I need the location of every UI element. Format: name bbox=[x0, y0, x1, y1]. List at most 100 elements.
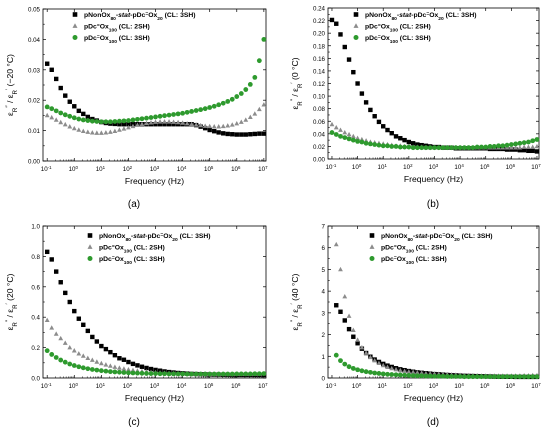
data-point-circle bbox=[112, 369, 118, 375]
x-tick-base: 10 bbox=[506, 164, 513, 171]
data-point-circle bbox=[410, 373, 416, 379]
data-point-circle bbox=[126, 370, 131, 376]
data-point-circle bbox=[444, 374, 450, 379]
chart-panel-2: 0.00 0.02 0.04 0.06 0.08 0.10 0.12 0.14 0.16 0.18… bbox=[290, 6, 542, 211]
x-tick-base: 10 bbox=[204, 383, 211, 390]
legend-label-part: pDc bbox=[381, 256, 394, 263]
data-point-circle bbox=[44, 348, 50, 354]
x-tick-label: 100 bbox=[352, 382, 362, 391]
data-point-circle bbox=[175, 111, 181, 117]
data-point-triangle bbox=[53, 117, 59, 122]
data-point-circle bbox=[367, 141, 373, 147]
data-point-circle bbox=[432, 373, 437, 379]
y-tick-label: 6 bbox=[322, 245, 326, 252]
data-point-circle bbox=[359, 139, 365, 145]
data-point-circle bbox=[423, 373, 429, 379]
x-tick-exponent: 4 bbox=[461, 163, 464, 168]
y-tick-label: 4 bbox=[322, 289, 326, 296]
x-tick-base: 10 bbox=[41, 383, 48, 390]
y-tick-label: 0.12 bbox=[313, 81, 326, 88]
legend-label-part: = bbox=[160, 233, 163, 238]
data-point-triangle bbox=[112, 128, 118, 134]
legend-label-part: - bbox=[131, 233, 133, 240]
data-point-triangle bbox=[338, 266, 343, 272]
data-point-triangle bbox=[513, 145, 519, 150]
x-tick-label: 101 bbox=[378, 382, 388, 391]
data-point-circle bbox=[144, 371, 149, 376]
data-point-circle bbox=[389, 372, 395, 377]
data-point-circle bbox=[376, 142, 382, 148]
x-tick-label: 106 bbox=[231, 165, 241, 174]
data-point-square bbox=[521, 147, 527, 153]
legend-label-part: -pDc bbox=[411, 12, 426, 19]
y-axis-label-part: R bbox=[297, 83, 304, 88]
data-point-circle bbox=[117, 118, 122, 124]
legend-label-part: (CL: 3SH) bbox=[132, 256, 165, 263]
data-point-circle bbox=[397, 372, 403, 378]
legend-label-part: = bbox=[394, 244, 397, 249]
data-point-square bbox=[372, 114, 377, 119]
data-point-triangle bbox=[202, 123, 208, 128]
x-tick-base: 10 bbox=[326, 164, 333, 171]
data-point-triangle bbox=[393, 366, 399, 372]
data-point-circle bbox=[406, 372, 412, 378]
y-tick-label: 0.01 bbox=[28, 128, 41, 135]
data-point-circle bbox=[202, 371, 208, 377]
data-point-circle bbox=[98, 119, 104, 125]
y-tick-label: 0.00 bbox=[313, 157, 326, 164]
y-axis-label: εR″ / εR′ (−20 °C) bbox=[5, 54, 19, 116]
legend: pNonOx80-stat-pDc=Ox20 (CL: 3SH)pDc=Ox10… bbox=[369, 233, 493, 266]
x-tick-exponent: -1 bbox=[48, 382, 52, 387]
data-point-circle bbox=[193, 371, 199, 377]
data-point-circle bbox=[393, 372, 399, 378]
data-point-circle bbox=[121, 370, 127, 375]
series-3 bbox=[333, 352, 540, 380]
data-point-triangle bbox=[355, 337, 360, 342]
data-point-square bbox=[406, 139, 412, 145]
x-tick-label: 103 bbox=[429, 382, 439, 391]
data-point-triangle bbox=[216, 124, 222, 129]
legend-label-part: (CL: 3SH) bbox=[117, 35, 150, 42]
data-point-circle bbox=[107, 369, 113, 375]
y-tick-label: 0.02 bbox=[313, 144, 326, 151]
y-axis-label: εR″ / εR′ (20 °C) bbox=[5, 273, 19, 330]
data-point-triangle bbox=[406, 369, 412, 374]
x-tick-label: 102 bbox=[403, 163, 413, 172]
legend-label-part: - bbox=[413, 233, 415, 240]
x-tick-base: 10 bbox=[150, 383, 157, 390]
x-tick-exponent: 2 bbox=[410, 382, 413, 387]
x-tick-exponent: 2 bbox=[130, 165, 133, 170]
data-point-square bbox=[72, 104, 77, 109]
x-tick-label: 107 bbox=[258, 382, 268, 391]
data-point-square bbox=[410, 141, 416, 146]
legend-label: pDc=Ox100 (CL: 3SH) bbox=[99, 256, 165, 266]
x-tick-label: 102 bbox=[403, 382, 413, 391]
legend-label-part: = bbox=[378, 23, 381, 28]
data-point-circle bbox=[148, 371, 154, 376]
legend-label-part: (CL: 2SH) bbox=[132, 245, 165, 252]
data-point-square bbox=[252, 131, 258, 137]
data-point-triangle bbox=[355, 135, 360, 141]
data-point-circle bbox=[180, 371, 186, 377]
data-point-circle bbox=[423, 145, 429, 151]
x-tick-base: 10 bbox=[531, 164, 538, 171]
data-point-square bbox=[166, 122, 172, 127]
data-point-circle bbox=[457, 374, 463, 379]
x-tick-label: 103 bbox=[150, 382, 160, 391]
data-point-circle bbox=[491, 374, 497, 380]
legend-label-part: pDc bbox=[381, 245, 394, 252]
legend-label: pDc=Ox100 (CL: 2SH) bbox=[381, 244, 447, 254]
data-point-square bbox=[329, 17, 335, 23]
data-point-circle bbox=[517, 140, 523, 146]
data-point-circle bbox=[372, 370, 378, 376]
y-tick-label: 0.06 bbox=[313, 119, 326, 126]
legend-label-part: Ox bbox=[100, 24, 109, 31]
data-point-circle bbox=[355, 367, 360, 373]
data-point-circle bbox=[440, 145, 446, 151]
x-tick-exponent: 7 bbox=[265, 382, 268, 387]
x-tick-label: 104 bbox=[454, 382, 464, 391]
panel-label: (a) bbox=[128, 199, 140, 210]
data-point-circle bbox=[470, 145, 476, 151]
legend-label-part: Ox bbox=[397, 245, 406, 252]
data-point-circle bbox=[67, 361, 73, 367]
